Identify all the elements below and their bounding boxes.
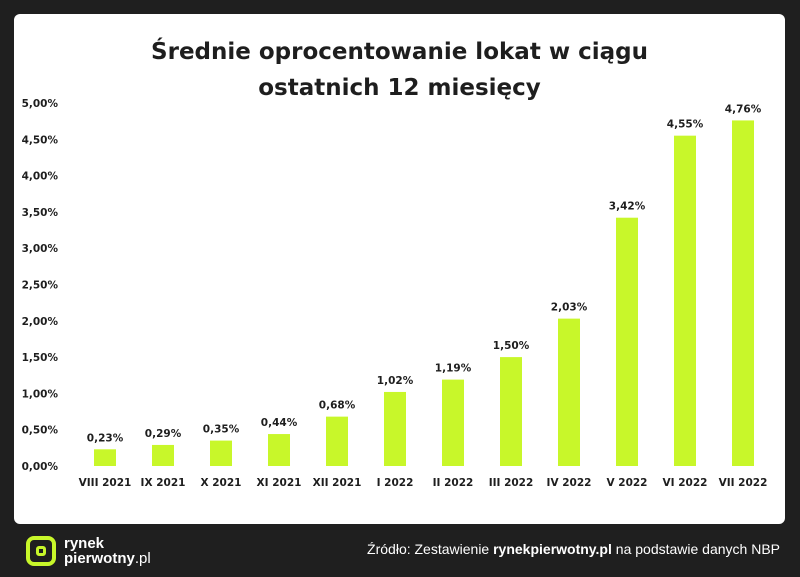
data-label: 1,50%	[493, 340, 530, 352]
bar	[674, 135, 696, 467]
y-tick-label: 2,50%	[22, 280, 59, 292]
y-tick-label: 3,50%	[22, 207, 59, 219]
y-tick-label: 0,50%	[22, 425, 59, 437]
data-label: 4,76%	[725, 103, 762, 115]
bar	[268, 434, 290, 466]
bar	[442, 379, 464, 466]
chart-title-line-1: Średnie oprocentowanie lokat w ciągu	[151, 39, 648, 65]
chart-title-line-2: ostatnich 12 miesięcy	[258, 75, 541, 101]
bar	[152, 444, 174, 466]
data-label: 3,42%	[609, 201, 646, 213]
x-axis: VIII 2021 IX 2021 X 2021 XI 2021 XII 2021 I 2…	[79, 477, 768, 489]
bar-chart: 0,00% 0,50% 1,00% 1,50% 2,00% 2,50% 3,00% 3,50%…	[22, 98, 768, 489]
y-tick-label: 0,00%	[22, 461, 59, 473]
x-tick-label: V 2022	[606, 477, 647, 489]
source-suffix: na podstawie danych NBP	[611, 541, 780, 557]
x-tick-label: X 2021	[201, 477, 242, 489]
bar	[94, 449, 116, 466]
source-site: rynekpierwotny.pl	[493, 541, 612, 557]
bar	[210, 440, 232, 466]
x-tick-label: I 2022	[377, 477, 414, 489]
bars	[94, 120, 754, 467]
x-tick-label: VIII 2021	[79, 477, 132, 489]
logo-text: rynek pierwotny.pl	[64, 536, 151, 566]
bar	[732, 120, 754, 466]
y-tick-label: 3,00%	[22, 243, 59, 255]
y-tick-label: 1,00%	[22, 388, 59, 400]
chart-card: Średnie oprocentowanie lokat w ciągu ost…	[14, 14, 785, 524]
logo-line-2: pierwotny.pl	[64, 551, 151, 566]
y-axis: 0,00% 0,50% 1,00% 1,50% 2,00% 2,50% 3,00% 3,50%…	[22, 98, 59, 473]
data-label: 4,55%	[667, 119, 704, 131]
chart-title: Średnie oprocentowanie lokat w ciągu ost…	[14, 34, 785, 106]
bar	[384, 391, 406, 466]
logo-line-1: rynek	[64, 535, 105, 552]
data-label: 1,19%	[435, 363, 472, 375]
data-label: 0,23%	[87, 432, 124, 444]
source-note: Źródło: Zestawienie rynekpierwotny.pl na…	[367, 541, 780, 557]
x-tick-label: II 2022	[433, 477, 474, 489]
y-tick-label: 5,00%	[22, 98, 59, 110]
logo-mark-icon	[26, 536, 56, 566]
bar	[558, 318, 580, 466]
bar	[326, 416, 348, 466]
data-label: 0,29%	[145, 428, 182, 440]
rynekpierwotny-logo[interactable]: rynek pierwotny.pl	[26, 536, 216, 568]
y-tick-label: 4,50%	[22, 134, 59, 146]
logo-line-2-name: pierwotny	[64, 550, 135, 567]
footer: rynek pierwotny.pl Źródło: Zestawienie r…	[0, 524, 800, 577]
source-prefix: Źródło: Zestawienie	[367, 541, 494, 557]
bar	[616, 217, 638, 466]
y-tick-label: 2,00%	[22, 316, 59, 328]
data-label: 0,68%	[319, 400, 356, 412]
bar	[500, 357, 522, 466]
x-tick-label: VI 2022	[663, 477, 708, 489]
data-label: 1,02%	[377, 375, 414, 387]
data-label: 0,44%	[261, 417, 298, 429]
data-label: 2,03%	[551, 302, 588, 314]
x-tick-label: III 2022	[489, 477, 534, 489]
x-tick-label: VII 2022	[719, 477, 768, 489]
y-tick-label: 1,50%	[22, 352, 59, 364]
y-tick-label: 4,00%	[22, 171, 59, 183]
x-tick-label: XII 2021	[313, 477, 362, 489]
logo-tld: .pl	[134, 550, 151, 567]
value-labels: 0,23% 0,29% 0,35% 0,44% 0,68% 1,02% 1,19% 1,50%…	[87, 103, 762, 444]
data-label: 0,35%	[203, 424, 240, 436]
x-tick-label: XI 2021	[257, 477, 302, 489]
x-tick-label: IV 2022	[547, 477, 592, 489]
x-tick-label: IX 2021	[141, 477, 186, 489]
